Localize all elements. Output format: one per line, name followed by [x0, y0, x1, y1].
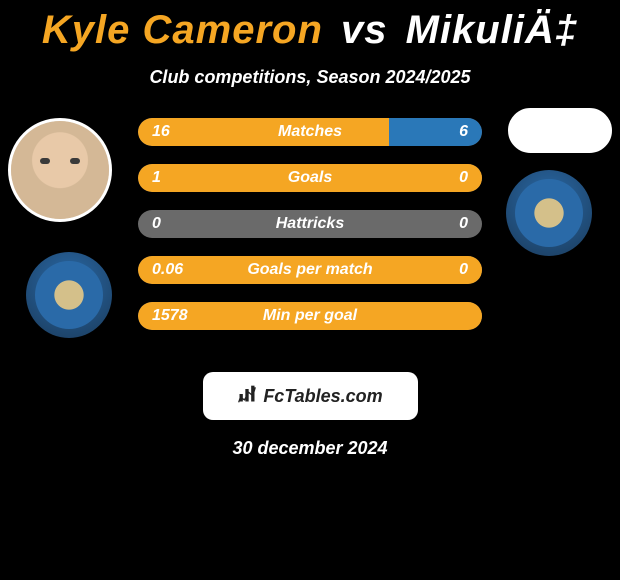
stat-label: Hattricks	[138, 210, 482, 238]
stats-panel: 16Matches61Goals00Hattricks00.06Goals pe…	[138, 118, 482, 348]
footer-badge: FcTables.com	[203, 372, 418, 420]
stat-p2-value: 6	[459, 118, 468, 146]
stat-p2-value: 0	[459, 164, 468, 192]
player1-avatar	[8, 118, 112, 222]
stat-label: Goals	[138, 164, 482, 192]
player1-name: Kyle Cameron	[42, 8, 323, 52]
player2-avatar	[508, 108, 612, 153]
subtitle: Club competitions, Season 2024/2025	[0, 67, 620, 88]
stat-row: 16Matches6	[138, 118, 482, 146]
vs-label: vs	[341, 8, 388, 52]
stat-row: 0Hattricks0	[138, 210, 482, 238]
player2-club-badge	[506, 170, 592, 256]
stat-row: 1578Min per goal	[138, 302, 482, 330]
player1-club-badge	[26, 252, 112, 338]
stat-row: 1Goals0	[138, 164, 482, 192]
comparison-content: 16Matches61Goals00Hattricks00.06Goals pe…	[0, 118, 620, 358]
comparison-title: Kyle Cameron vs MikuliÄ‡	[0, 0, 620, 53]
player2-name: MikuliÄ‡	[406, 8, 578, 52]
footer-brand: FcTables.com	[263, 386, 382, 407]
stat-label: Matches	[138, 118, 482, 146]
stat-p2-value: 0	[459, 210, 468, 238]
date: 30 december 2024	[0, 438, 620, 459]
stat-label: Goals per match	[138, 256, 482, 284]
bar-chart-icon	[237, 384, 257, 409]
player1-face-icon	[11, 121, 109, 219]
stat-p2-value: 0	[459, 256, 468, 284]
stat-row: 0.06Goals per match0	[138, 256, 482, 284]
stat-label: Min per goal	[138, 302, 482, 330]
